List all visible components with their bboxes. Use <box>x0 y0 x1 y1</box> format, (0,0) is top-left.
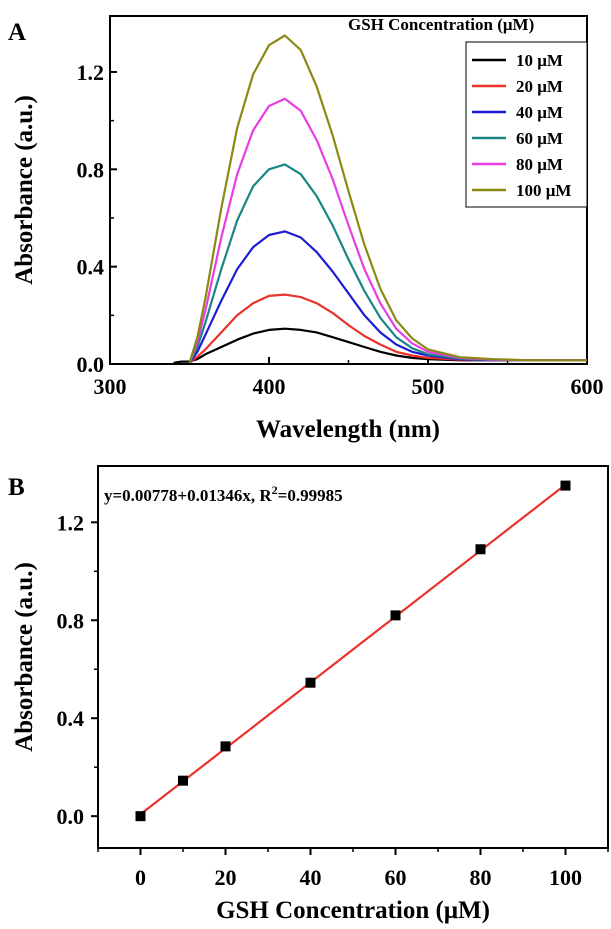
data-point <box>560 480 571 491</box>
series-line-1 <box>173 327 587 364</box>
fit-equation: y=0.00778+0.01346x, R2=0.99985 <box>104 483 343 505</box>
y-tick-label: 0.0 <box>77 352 105 377</box>
x-tick-label: 400 <box>253 374 286 399</box>
x-tick-label: 300 <box>94 374 127 399</box>
fit-equation-main: y=0.00778+0.01346x, R <box>104 486 272 505</box>
data-point <box>475 544 486 555</box>
fit-equation-superscript: 2 <box>272 483 278 497</box>
y-tick-label: 0.0 <box>57 804 85 829</box>
y-tick-label: 0.4 <box>57 706 85 731</box>
panel-b-fit <box>139 483 567 816</box>
panel-b-x-axis-title: GSH Concentration (μM) <box>216 897 490 924</box>
panel-a-letter: A <box>8 19 26 46</box>
x-tick-label: 600 <box>571 374 604 399</box>
x-tick-label: 0 <box>135 865 146 890</box>
y-tick-label: 1.2 <box>57 510 85 535</box>
fit-equation-r2: =0.99985 <box>278 486 343 505</box>
legend-label: 40 μM <box>516 103 563 122</box>
legend-items: 10 μM 20 μM 40 μM 60 μM 80 μM 100 μM <box>472 51 571 200</box>
fit-line <box>139 483 567 816</box>
panel-b-points <box>135 480 571 822</box>
panel-b-y-axis-title: Absorbance (a.u.) <box>11 562 38 752</box>
x-tick-label: 40 <box>300 865 322 890</box>
data-point <box>390 610 401 621</box>
x-tick-label: 20 <box>215 865 237 890</box>
panel-a-y-axis-title: Absorbance (a.u.) <box>11 95 38 285</box>
y-tick-label: 1.2 <box>77 60 105 85</box>
panel-a: A 300 400 500 600 0.0 0.4 0.8 1.2 Wavelength (n… <box>8 15 604 443</box>
panel-b-plot-frame <box>97 465 609 849</box>
panel-b: B 0 20 40 60 80 100 0.0 0.4 0.8 1.2 y=0.00778+0.0… <box>8 465 609 924</box>
panel-b-ticks: 0 20 40 60 80 100 0.0 0.4 0.8 1.2 <box>57 510 609 890</box>
data-point <box>135 811 146 822</box>
panel-b-letter: B <box>8 474 25 501</box>
y-tick-label: 0.4 <box>77 255 105 280</box>
y-tick-label: 0.8 <box>57 608 85 633</box>
x-tick-label: 80 <box>470 865 492 890</box>
panel-a-series <box>173 34 587 364</box>
data-point <box>305 677 316 688</box>
legend-label: 100 μM <box>516 181 571 200</box>
legend-title: GSH Concentration (μM) <box>348 15 534 34</box>
legend-label: 20 μM <box>516 77 563 96</box>
panel-a-x-axis-title: Wavelength (nm) <box>256 416 440 443</box>
panel-a-ticks: 300 400 500 600 0.0 0.4 0.8 1.2 <box>77 60 604 399</box>
series-line-6 <box>188 34 587 364</box>
data-point <box>178 775 188 786</box>
x-tick-label: 100 <box>549 865 582 890</box>
series-line-3 <box>188 230 587 364</box>
panel-a-legend: GSH Concentration (μM) 10 μM 20 μM 40 μM 60… <box>348 15 588 208</box>
legend-label: 60 μM <box>516 129 563 148</box>
legend-label: 80 μM <box>516 155 563 174</box>
legend-label: 10 μM <box>516 51 563 70</box>
data-point <box>220 741 231 752</box>
x-tick-label: 500 <box>412 374 445 399</box>
legend-box <box>465 41 588 208</box>
x-tick-label: 60 <box>385 865 407 890</box>
y-tick-label: 0.8 <box>77 157 105 182</box>
